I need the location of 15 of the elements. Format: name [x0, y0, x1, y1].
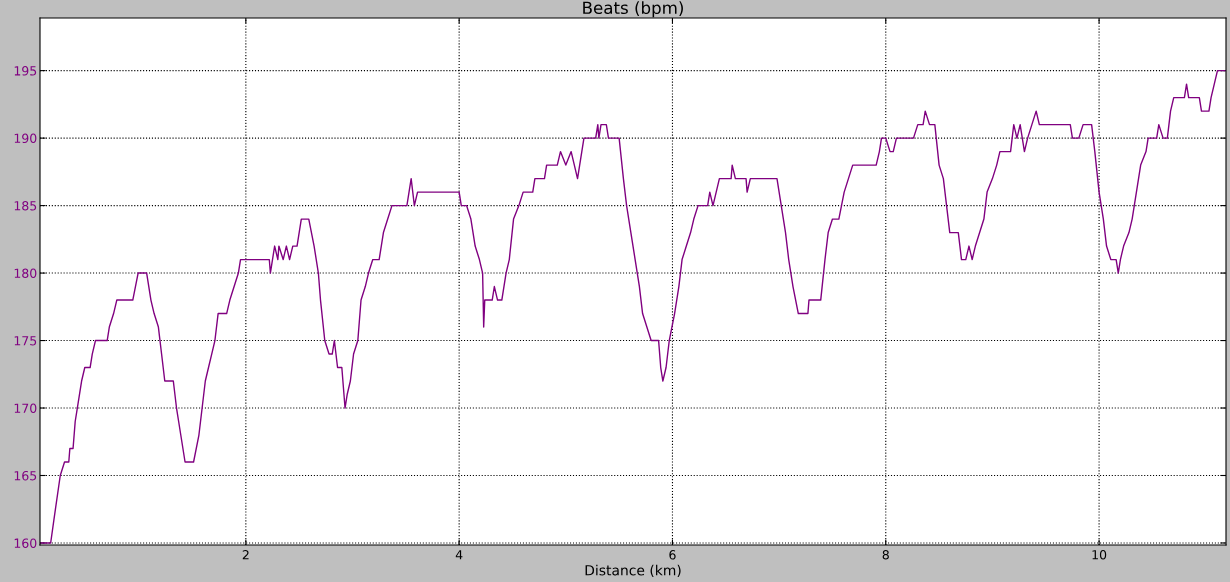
x-tick-label: 2 — [242, 550, 249, 560]
x-tick-label: 8 — [882, 550, 889, 560]
x-tick-label: 6 — [669, 550, 676, 560]
chart-title: Beats (bpm) — [583, 1, 683, 18]
y-tick-label: 165 — [14, 470, 37, 481]
x-tick-label: 4 — [455, 550, 463, 560]
y-tick-label: 170 — [14, 403, 37, 413]
x-tick-label: 10 — [1092, 550, 1107, 560]
y-tick-label: 180 — [14, 268, 37, 278]
y-tick-label: 160 — [14, 538, 37, 548]
y-tick-label: 175 — [14, 336, 37, 346]
y-tick-label: 195 — [14, 66, 37, 76]
y-tick-label: 185 — [14, 201, 37, 211]
x-axis-title: Distance (km) — [585, 564, 681, 578]
y-tick-label: 190 — [14, 133, 37, 144]
